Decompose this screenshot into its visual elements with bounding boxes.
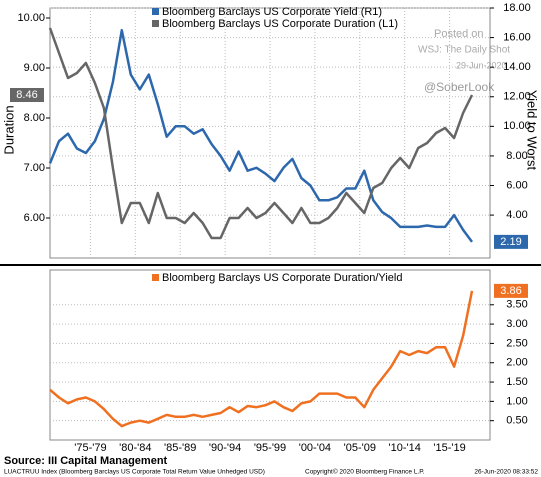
y-tick-label: 8.00 (24, 112, 45, 124)
y2-tick-label: 1.00 (506, 395, 527, 407)
y-axis-label: Duration (1, 105, 16, 154)
legend-swatch (152, 20, 159, 27)
footer-copyright: Copyright© 2020 Bloomberg Finance L.P. (305, 468, 425, 476)
watermark: @SoberLook (424, 80, 495, 94)
y2-tick-label: 3.50 (506, 299, 527, 311)
legend-label: Bloomberg Barclays US Corporate Duration… (162, 272, 402, 284)
x-tick-label: '00-'04 (299, 442, 331, 454)
watermark: Posted on (434, 28, 484, 40)
y-tick-label: 6.00 (24, 212, 45, 224)
series-line (49, 290, 474, 428)
legend-swatch (152, 8, 159, 15)
y2-tick-label: 4.00 (506, 209, 527, 221)
y-tick-label: 10.00 (17, 12, 45, 24)
footer-index: LUACTRUU Index (Bloomberg Barclays US Co… (4, 469, 265, 476)
legend-swatch (152, 274, 159, 281)
x-tick-label: '15-'19 (433, 442, 465, 454)
y2-tick-label: 16.00 (503, 31, 531, 43)
x-tick-label: '05-'09 (344, 442, 376, 454)
y2-tick-label: 10.00 (503, 120, 531, 132)
x-tick-label: '95-'99 (254, 442, 286, 454)
y2-tick-label: 12.00 (503, 91, 531, 103)
footer-timestamp: 26-Jun-2020 08:33:52 (474, 469, 538, 476)
series-line (48, 27, 474, 240)
x-tick-label: '75-'79 (74, 442, 106, 454)
value-label: 2.19 (500, 236, 521, 248)
y-tick-label: 7.00 (24, 162, 45, 174)
x-tick-label: '90-'94 (209, 442, 241, 454)
legend-label: Bloomberg Barclays US Corporate Yield (R… (162, 6, 382, 18)
y2-tick-label: 2.00 (506, 357, 527, 369)
value-label-box (494, 234, 528, 249)
x-tick-label: '85-'89 (164, 442, 196, 454)
plot-area (49, 269, 491, 441)
value-label: 3.86 (500, 285, 521, 297)
y2-axis-label: Yield to Worst (525, 90, 540, 171)
value-label-box (494, 283, 528, 298)
watermark: WSJ: The Daily Shot (418, 45, 510, 56)
series-line (48, 28, 474, 243)
source: Source: III Capital Management (4, 455, 168, 467)
y2-tick-label: 2.50 (506, 337, 527, 349)
value-label-box (10, 88, 44, 102)
y2-tick-label: 18.00 (503, 2, 531, 14)
y2-tick-label: 8.00 (506, 150, 527, 162)
y2-tick-label: 0.50 (506, 415, 527, 427)
x-tick-label: '10-'14 (389, 442, 421, 454)
value-label: 8.46 (16, 89, 37, 101)
y-tick-label: 9.00 (24, 62, 45, 74)
y2-tick-label: 6.00 (506, 179, 527, 191)
y2-tick-label: 1.50 (506, 376, 527, 388)
y2-tick-label: 3.00 (506, 318, 527, 330)
x-tick-label: '80-'84 (119, 442, 151, 454)
watermark: 29-Jun-2020 (456, 60, 507, 70)
y2-tick-label: 14.00 (503, 61, 531, 73)
legend-label: Bloomberg Barclays US Corporate Duration… (162, 18, 398, 30)
